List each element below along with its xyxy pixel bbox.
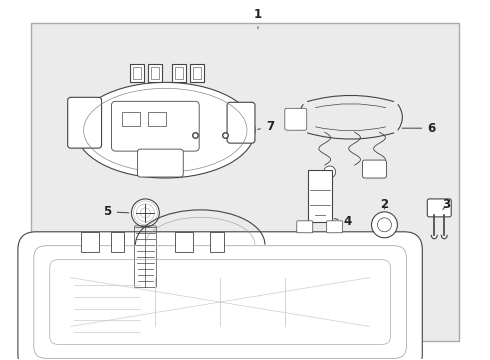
Circle shape [324,166,336,178]
Bar [111,232,124,252]
Text: 4: 4 [334,215,352,228]
Text: 3: 3 [442,198,450,211]
Bar [148,64,162,82]
Circle shape [377,218,392,232]
FancyBboxPatch shape [297,221,313,233]
Text: 2: 2 [380,198,389,211]
Bar [151,67,159,80]
Bar [172,64,186,82]
FancyBboxPatch shape [18,232,422,360]
FancyBboxPatch shape [227,102,255,143]
FancyBboxPatch shape [285,108,307,130]
Bar [31,23,459,341]
Bar [133,67,142,80]
Bar [190,64,204,82]
Circle shape [131,199,159,227]
Text: 5: 5 [103,205,129,219]
Circle shape [371,212,397,238]
FancyBboxPatch shape [68,97,101,148]
FancyBboxPatch shape [363,160,387,178]
FancyBboxPatch shape [427,199,451,217]
Bar [308,170,332,222]
Text: 1: 1 [254,8,262,28]
Bar [175,67,183,80]
Bar [122,112,141,126]
Bar [175,232,193,252]
FancyBboxPatch shape [327,221,343,233]
FancyBboxPatch shape [137,149,183,177]
Text: 7: 7 [258,120,274,133]
Text: 6: 6 [402,122,436,135]
Bar [193,67,201,80]
Ellipse shape [75,82,255,178]
Bar [148,112,166,126]
Bar [130,64,145,82]
Bar [210,232,224,252]
FancyBboxPatch shape [112,101,199,151]
Bar [81,232,98,252]
